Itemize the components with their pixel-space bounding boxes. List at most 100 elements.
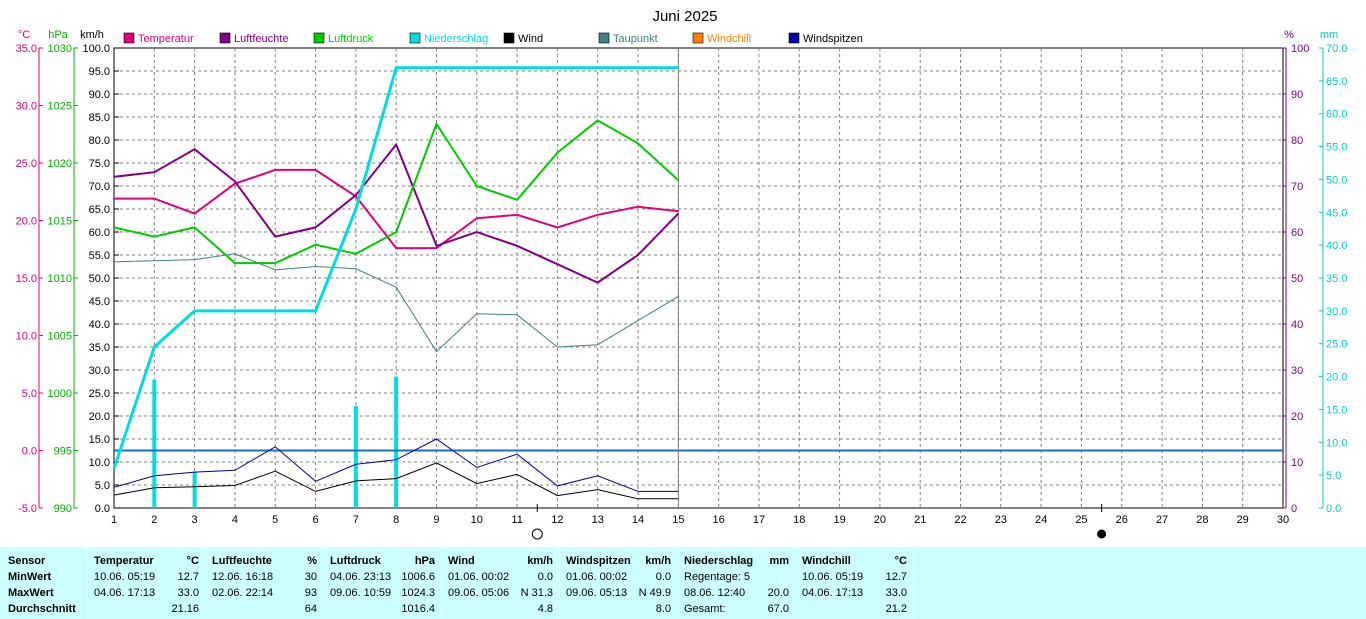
temp-tick-label: 15.0 [16,273,37,285]
legend-label-luftfeuchte: Luftfeuchte [234,33,288,45]
niederschlag-gesamt-label: Gesamt: [684,603,726,615]
niederschlag-regentage: Regentage: 5 [684,571,751,583]
windchill-min: 12.7 [885,571,907,583]
windspitzen-title: Windspitzen [566,555,631,567]
rain-tick-label: 20.0 [1326,372,1347,384]
hum-tick-label: 40 [1291,319,1303,331]
stats-col-luftfeuchte: Luftfeuchte% 12.06. 16:18 30 02.06. 22:14… [206,547,324,619]
rain-tick-label: 50.0 [1326,174,1347,186]
legend-label-taupunkt: Taupunkt [613,33,658,45]
weather-chart: Juni 2025 °C hPa km/h % mm 35.030.025.02… [16,8,1347,540]
x-tick-label: 8 [393,514,399,526]
luftfeuchte-min-time: 12.06. 16:18 [212,571,274,583]
stats-label-max: MaxWert [8,587,54,599]
x-tick-label: 6 [312,514,318,526]
press-axis: 1030 1025 1020 1015 1010 1005 1000 995 990 [48,43,78,515]
hum-tick-label: 80 [1291,135,1303,147]
wind-axis-unit: km/h [80,29,104,41]
windchill-avg: 21.2 [885,603,907,615]
stats-col-niederschlag: Niederschlag mm Regentage: 5 08.06. 12:40… [678,547,796,619]
x-tick-label: 7 [353,514,359,526]
stats-col-windspitzen: Windspitzen km/h 01.06. 00:02 0.0 09.06. 0… [560,547,678,619]
niederschlag-gesamt: 67.0 [767,603,789,615]
niederschlag-unit: mm [769,555,789,567]
x-tick-label: 5 [272,514,278,526]
rain-tick-label: 30.0 [1326,306,1347,318]
rain-tick-label: 25.0 [1326,339,1347,351]
legend-swatch-niederschlag [409,32,421,44]
x-tick-label: 13 [592,514,604,526]
windspitzen-min-time: 01.06. 00:02 [566,571,628,583]
hum-tick-label: 50 [1291,273,1303,285]
temperatur-min-time: 10.06. 05:19 [94,571,156,583]
x-tick-label: 15 [672,514,684,526]
press-tick-label: 1005 [48,331,72,343]
luftdruck-unit: hPa [414,555,435,567]
x-tick-label: 30 [1277,514,1289,526]
wind-axis: 100.0 95.0 90.0 85.0 80.0 75.0 70.0 65.0 60.0 55.… [82,43,119,515]
temp-tick-label: 30.0 [16,101,37,113]
wind-tick-label: 60.0 [89,227,110,239]
press-tick-label: 1010 [48,273,72,285]
press-axis-unit: hPa [48,29,68,41]
temperatur-unit: °C [186,555,199,567]
x-tick-label: 28 [1196,514,1208,526]
legend-label-wind: Wind [518,33,543,45]
hum-tick-label: 100 [1291,43,1309,55]
x-tick-label: 4 [232,514,238,526]
rain-tick-label: 60.0 [1326,109,1347,121]
x-tick-label: 29 [1237,514,1249,526]
luftfeuchte-min: 30 [304,571,317,583]
series-temperatur [114,168,679,250]
x-tick-label: 2 [151,514,157,526]
rain-tick-label: 45.0 [1326,207,1347,219]
x-tick-label: 25 [1075,514,1087,526]
wind-tick-label: 95.0 [89,66,110,78]
legend-swatch-luftfeuchte [219,32,231,44]
full-moon-icon [531,528,543,540]
temp-tick-label: 25.0 [16,158,37,170]
windspitzen-max-time: 09.06. 05:13 [566,587,628,599]
rain-tick-label: 40.0 [1326,240,1347,252]
legend-label-temperatur: Temperatur [138,33,194,45]
windspitzen-unit: km/h [645,555,671,567]
wind-tick-label: 90.0 [89,89,110,101]
chart-title: Juni 2025 [652,8,717,25]
series-windspitzen [113,438,679,492]
press-tick-label: 1015 [48,216,72,228]
rain-bar-day-8 [394,376,399,508]
x-tick-label: 17 [753,514,765,526]
rain-axis: 70.0 65.0 60.0 55.0 50.0 45.0 40.0 35.0 30.0 25.0… [1319,43,1347,515]
hum-tick-label: 0 [1291,503,1297,515]
x-tick-label: 14 [632,514,644,526]
series-lines [112,48,1283,508]
luftdruck-min: 1006.6 [401,571,435,583]
luftdruck-min-time: 04.06. 23:13 [330,571,392,583]
rain-bar-day-7 [353,406,358,508]
niederschlag-max: 20.0 [767,587,789,599]
wind-min: 0.0 [537,571,553,583]
temp-tick-label: 35.0 [16,43,37,55]
windchill-min-time: 10.06. 05:19 [802,571,864,583]
hum-tick-label: 70 [1291,181,1303,193]
stats-col-temperatur: Temperatur °C 10.06. 05:19 12.7 04.06. 17:… [88,547,206,619]
x-tick-label: 20 [874,514,886,526]
press-tick-label: 995 [54,446,72,458]
wind-max-time: 09.06. 05:06 [448,587,510,599]
series-niederschlag [112,66,679,470]
rain-tick-label: 65.0 [1326,76,1347,88]
rain-tick-label: 55.0 [1326,142,1347,154]
hum-tick-label: 90 [1291,89,1303,101]
stats-col-wind: Wind km/h 01.06. 00:02 0.0 09.06. 05:06 N 3… [442,547,560,619]
hum-tick-label: 60 [1291,227,1303,239]
luftdruck-avg: 1016.4 [401,603,435,615]
temp-tick-label: 5.0 [22,388,37,400]
x-tick-label: 19 [833,514,845,526]
wind-tick-label: 100.0 [82,43,110,55]
wind-avg: 4.8 [537,603,553,615]
legend-swatch-windspitzen [788,32,800,44]
rain-tick-label: 15.0 [1326,404,1347,416]
temperatur-title: Temperatur [94,555,154,567]
hum-axis-unit: % [1284,29,1294,41]
